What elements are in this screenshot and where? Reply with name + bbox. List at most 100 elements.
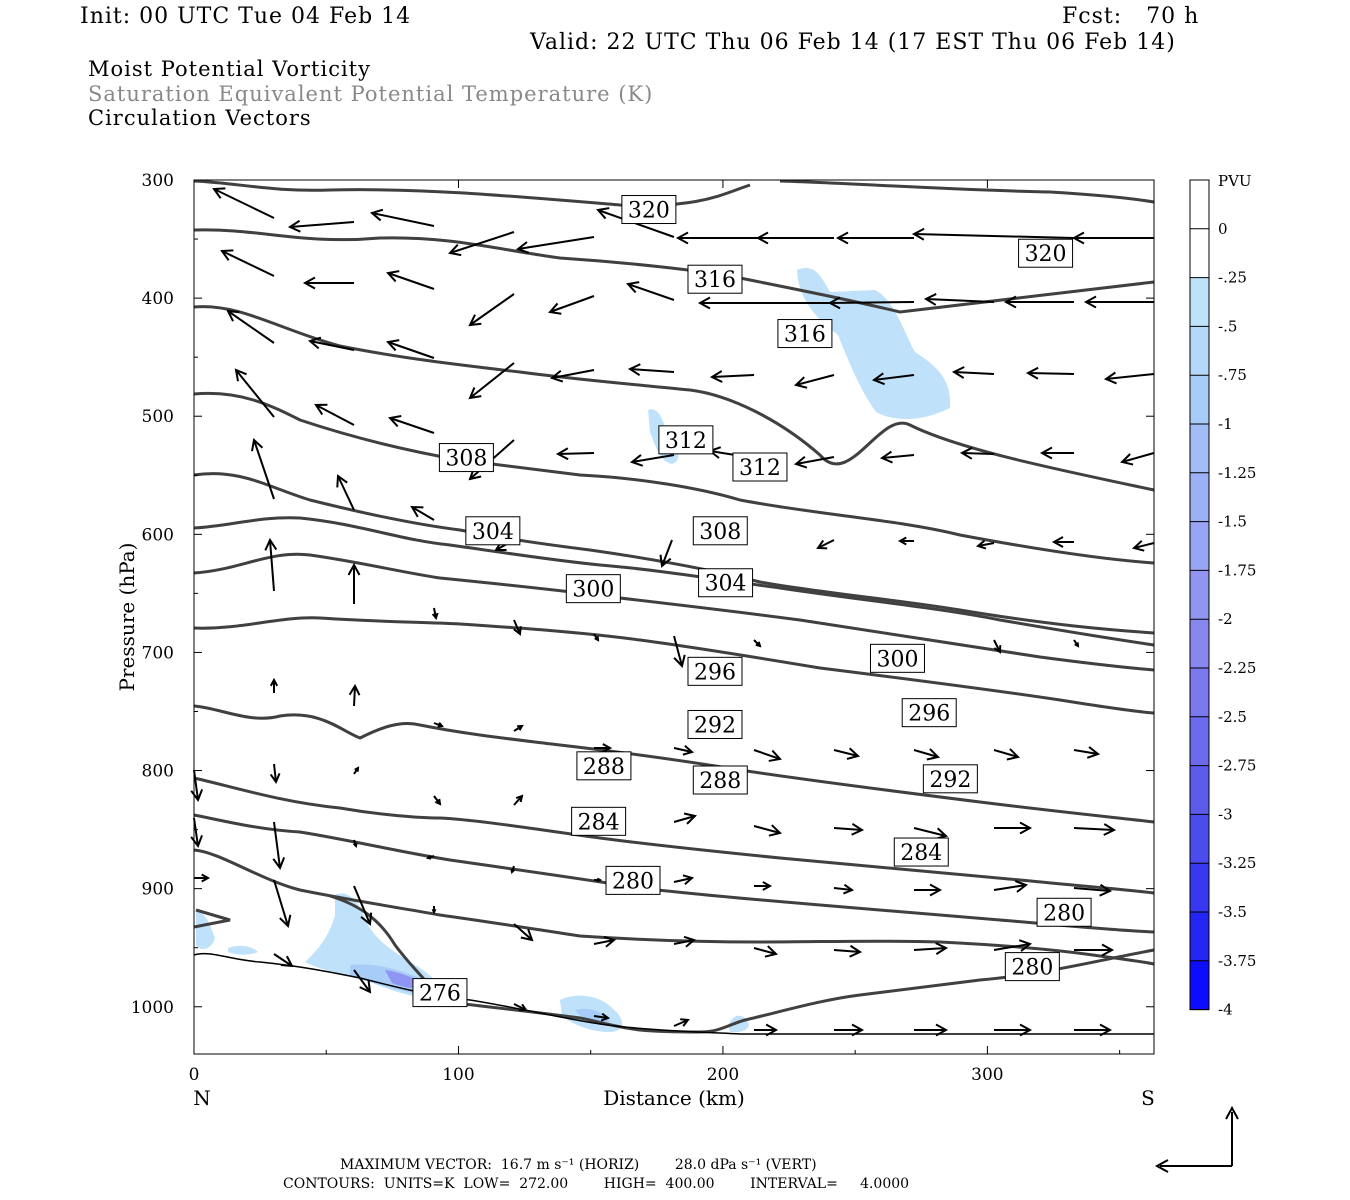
circulation-vector-82 xyxy=(753,824,783,837)
svg-text:280: 280 xyxy=(1043,901,1085,926)
circulation-vector-55 xyxy=(1131,540,1155,552)
contour-label-10: 300 xyxy=(565,574,621,604)
circulation-vector-83 xyxy=(833,822,865,836)
circulation-vector-15 xyxy=(548,295,595,315)
colorbar-label-8: -2 xyxy=(1218,610,1233,628)
circulation-vector-53 xyxy=(975,539,995,550)
circulation-vector-11 xyxy=(220,249,275,277)
circulation-vector-34 xyxy=(234,368,275,418)
circulation-vector-63 xyxy=(993,639,1002,654)
circulation-vector-60 xyxy=(593,633,600,642)
circulation-vector-43 xyxy=(959,446,995,460)
circulation-vector-58 xyxy=(431,607,439,621)
circulation-vector-76 xyxy=(269,763,281,785)
contour-label-16: 288 xyxy=(576,751,632,781)
circulation-vector-59 xyxy=(513,619,522,636)
circulation-vector-74 xyxy=(993,748,1020,761)
circulation-vector-56 xyxy=(264,537,278,592)
circulation-vector-20 xyxy=(1003,295,1074,309)
circulation-vector-106 xyxy=(673,935,697,948)
circulation-vector-23 xyxy=(307,336,355,351)
contour-label-8: 304 xyxy=(465,516,521,546)
circulation-vector-99 xyxy=(1073,883,1113,897)
colorbar-cell-15 xyxy=(1190,912,1209,961)
contour-label-4: 312 xyxy=(658,425,714,455)
colorbar-cell-12 xyxy=(1190,765,1209,815)
circulation-vector-67 xyxy=(433,722,444,728)
colorbar-cell-5 xyxy=(1190,424,1209,473)
contour-label-14: 292 xyxy=(687,709,743,739)
svg-text:316: 316 xyxy=(784,323,826,348)
colorbar-label-13: -3.25 xyxy=(1218,854,1256,872)
colorbar-cell-14 xyxy=(1190,863,1209,912)
contour-label-13: 296 xyxy=(901,698,957,728)
circulation-vector-77 xyxy=(353,766,360,775)
colorbar-cell-3 xyxy=(1190,326,1209,376)
svg-text:284: 284 xyxy=(900,841,942,866)
circulation-vector-122 xyxy=(1074,1023,1113,1037)
x-tick-label-0: 0 xyxy=(189,1065,200,1085)
circulation-vector-52 xyxy=(897,536,914,546)
svg-text:308: 308 xyxy=(445,447,487,472)
x-tick-label-300: 300 xyxy=(971,1065,1003,1085)
circulation-vector-36 xyxy=(388,415,435,434)
circulation-vector-119 xyxy=(834,1023,865,1037)
colorbar-cell-11 xyxy=(1190,716,1209,766)
svg-text:284: 284 xyxy=(578,810,620,835)
circulation-vector-96 xyxy=(833,883,855,895)
circulation-vector-44 xyxy=(1039,446,1074,460)
colorbar-label-1: -.25 xyxy=(1218,269,1247,287)
theta-e-contour-1 xyxy=(779,179,1155,204)
colorbar-label-3: -.75 xyxy=(1218,366,1247,384)
circulation-vector-16 xyxy=(626,281,675,301)
colorbar-label-10: -2.5 xyxy=(1218,708,1247,726)
svg-text:280: 280 xyxy=(1011,956,1053,981)
y-axis-label: Pressure (hPa) xyxy=(115,543,139,692)
contour-label-6: 308 xyxy=(438,443,494,473)
contour-label-0: 320 xyxy=(621,195,677,225)
contour-label-3: 316 xyxy=(777,319,833,349)
contour-label-19: 284 xyxy=(893,837,949,867)
theta-e-contour-3 xyxy=(193,305,1155,492)
circulation-vector-45 xyxy=(1120,452,1155,466)
circulation-vector-51 xyxy=(816,539,835,550)
circulation-vector-22 xyxy=(226,309,275,344)
circulation-vector-81 xyxy=(673,812,697,825)
circulation-vector-28 xyxy=(709,370,755,383)
svg-text:292: 292 xyxy=(694,713,736,738)
svg-text:320: 320 xyxy=(1025,242,1067,267)
circulation-vector-120 xyxy=(914,1023,949,1037)
circulation-vector-110 xyxy=(993,939,1033,952)
circulation-vector-87 xyxy=(190,769,204,803)
circulation-vector-35 xyxy=(314,403,355,426)
circulation-vector-105 xyxy=(593,935,617,948)
colorbar-label-7: -1.75 xyxy=(1218,561,1256,579)
colorbar-label-14: -3.5 xyxy=(1218,903,1247,921)
theta-e-contour-7 xyxy=(193,552,1155,672)
circulation-vector-41 xyxy=(793,456,835,469)
circulation-vector-3 xyxy=(448,231,515,257)
svg-text:308: 308 xyxy=(699,520,741,545)
svg-text:316: 316 xyxy=(694,268,736,293)
circulation-vector-42 xyxy=(879,450,915,464)
colorbar-cell-7 xyxy=(1190,521,1209,571)
contour-label-15: 292 xyxy=(922,764,978,794)
colorbar-label-5: -1.25 xyxy=(1218,464,1256,482)
colorbar: PVU 0 -.25 -.5 -.75 -1 -1.25 -1.5 -1.75 -2 -2.25 -2… xyxy=(1189,172,1256,1019)
contour-label-21: 280 xyxy=(1036,897,1092,927)
circulation-vector-0 xyxy=(212,187,275,219)
svg-text:300: 300 xyxy=(572,578,614,603)
circulation-vector-72 xyxy=(833,747,861,760)
circulation-vector-79 xyxy=(513,794,524,806)
circulation-vector-57 xyxy=(347,562,361,604)
svg-text:320: 320 xyxy=(628,199,670,224)
circulation-vector-98 xyxy=(993,880,1029,893)
circulation-vector-75 xyxy=(1073,746,1101,759)
circulation-vector-24 xyxy=(386,339,435,359)
circulation-vector-111 xyxy=(1074,943,1115,957)
colorbar-label-12: -3 xyxy=(1218,805,1233,823)
circulation-vector-66 xyxy=(348,683,361,707)
circulation-vector-117 xyxy=(673,1018,690,1027)
circulation-vector-95 xyxy=(754,881,773,891)
y-tick-label-500: 500 xyxy=(142,407,174,427)
